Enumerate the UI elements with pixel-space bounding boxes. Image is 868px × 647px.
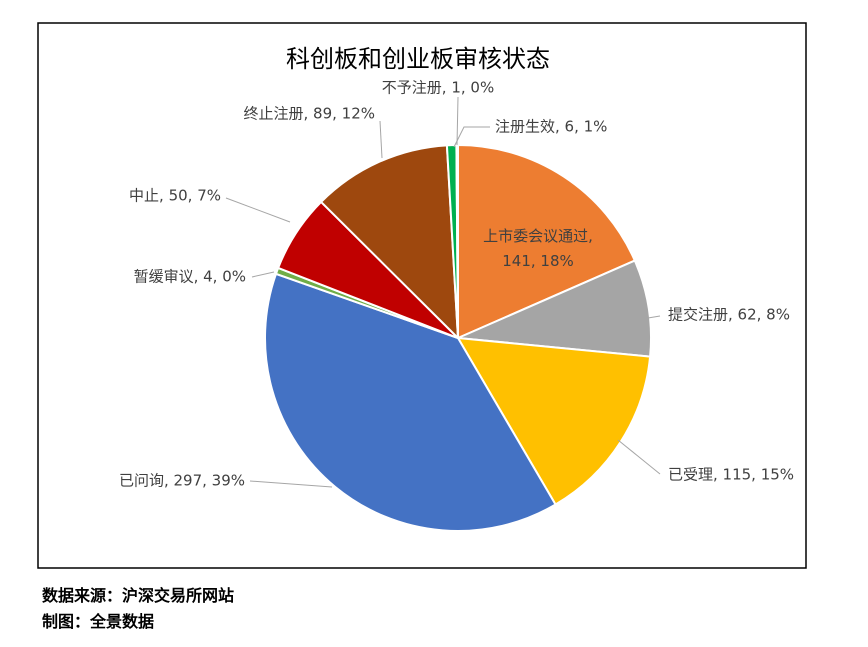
credit-note: 制图：全景数据 xyxy=(42,612,155,631)
pie-slice xyxy=(454,259,652,358)
data-label: 提交注册, 62, 8% xyxy=(668,306,790,324)
source-note: 数据来源：沪深交易所网站 xyxy=(42,586,235,605)
leader-line xyxy=(617,439,661,475)
data-label: 暂缓审议, 4, 0% xyxy=(134,268,246,286)
leader-line xyxy=(225,197,291,223)
leader-line xyxy=(379,120,383,159)
data-label: 注册生效, 6, 1% xyxy=(495,118,607,136)
leader-line xyxy=(456,96,459,146)
data-label: 不予注册, 1, 0% xyxy=(382,79,494,97)
pie-slice xyxy=(319,144,460,341)
data-label: 中止, 50, 7% xyxy=(129,187,221,205)
chart-title: 科创板和创业板审核状态 xyxy=(286,45,550,73)
leader-lines xyxy=(225,96,661,488)
data-label: 终止注册, 89, 12% xyxy=(244,105,376,123)
leader-line xyxy=(647,315,661,319)
leader-line xyxy=(251,271,275,278)
pie xyxy=(264,143,652,532)
leader-line xyxy=(249,480,333,488)
pie-slice xyxy=(264,272,557,532)
pie-slice xyxy=(457,143,637,340)
data-label: 上市委会议通过, 141, 18% xyxy=(483,227,593,270)
data-label: 已问询, 297, 39% xyxy=(119,472,245,490)
data-label: 已受理, 115, 15% xyxy=(668,466,794,484)
